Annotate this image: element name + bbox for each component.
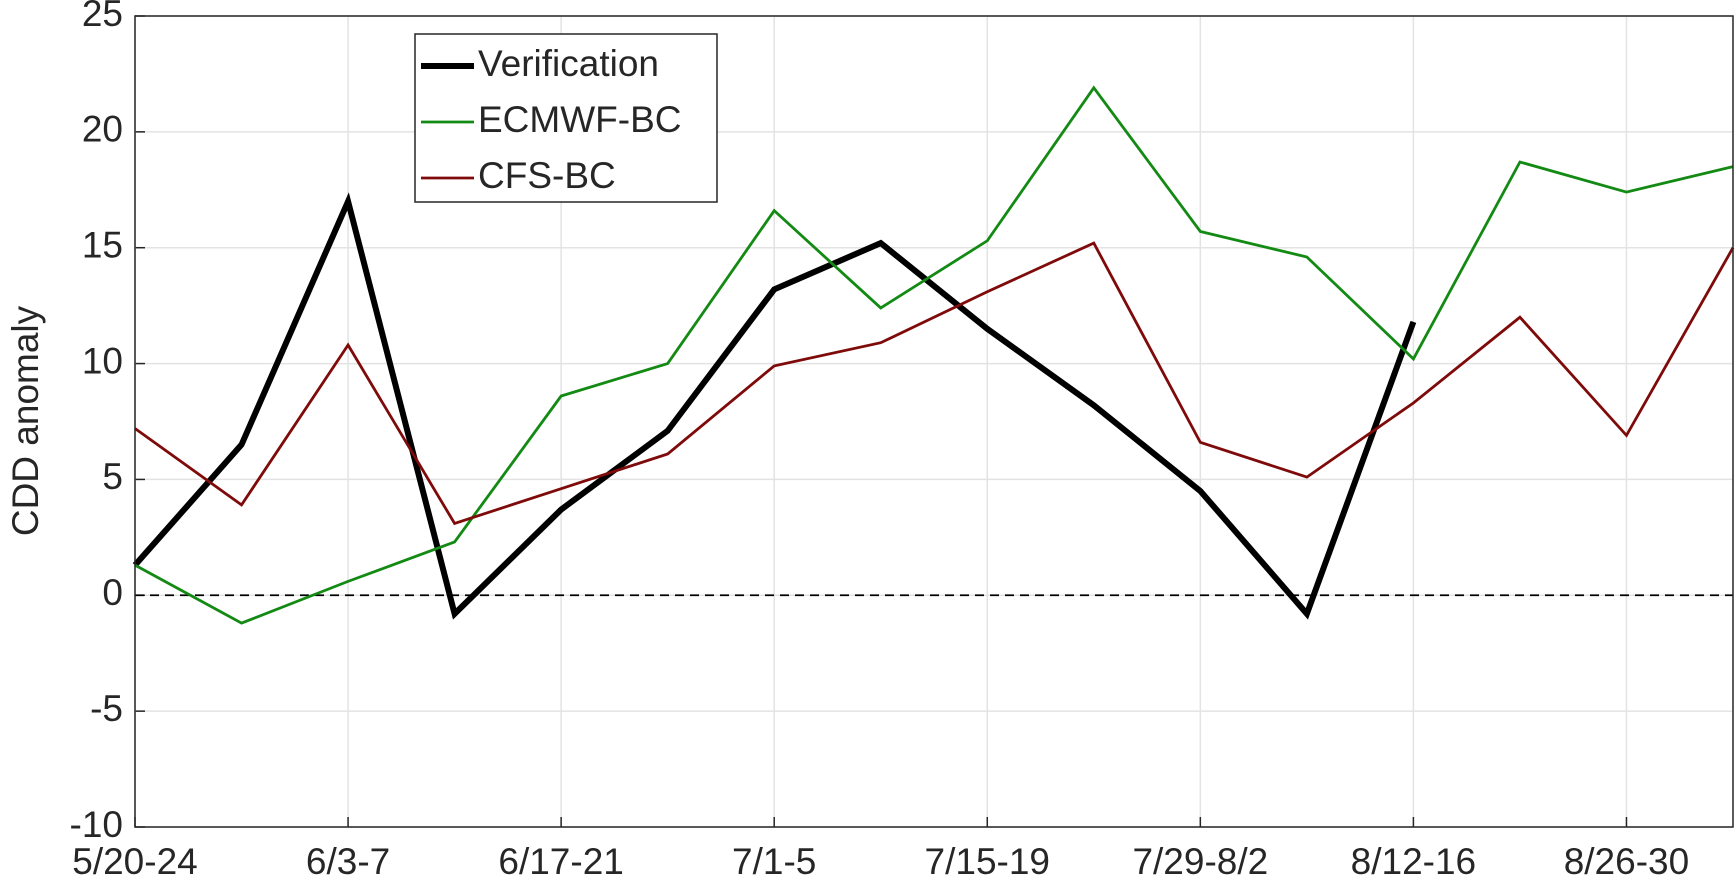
legend-label: ECMWF-BC [478, 99, 681, 140]
x-tick-label: 7/15-19 [925, 841, 1051, 882]
y-tick-label: -10 [70, 804, 123, 845]
y-tick-label: -5 [90, 688, 123, 729]
y-tick-label: 15 [82, 224, 123, 265]
plot-frame [134, 15, 1734, 828]
legend-label: Verification [478, 43, 659, 84]
series-line [134, 85, 1734, 625]
x-tick-label: 7/1-5 [732, 841, 816, 882]
x-tick-label: 7/29-8/2 [1132, 841, 1268, 882]
y-axis-label: CDD anomaly [5, 305, 46, 536]
legend-box [414, 33, 718, 203]
x-tick-label: 6/3-7 [306, 841, 390, 882]
x-tick-label: 8/26-30 [1564, 841, 1690, 882]
x-tick-label: 6/17-21 [498, 841, 624, 882]
x-tick-label: 8/12-16 [1351, 841, 1477, 882]
x-tick-label: 5/20-24 [72, 841, 198, 882]
series-line [134, 241, 1735, 526]
y-tick-label: 25 [82, 0, 123, 34]
y-tick-label: 5 [102, 456, 123, 497]
y-tick-label: 10 [82, 340, 123, 381]
legend-label: CFS-BC [478, 155, 616, 196]
series-line [132, 192, 1417, 620]
y-tick-label: 20 [82, 109, 123, 150]
y-tick-label: 0 [102, 572, 123, 613]
